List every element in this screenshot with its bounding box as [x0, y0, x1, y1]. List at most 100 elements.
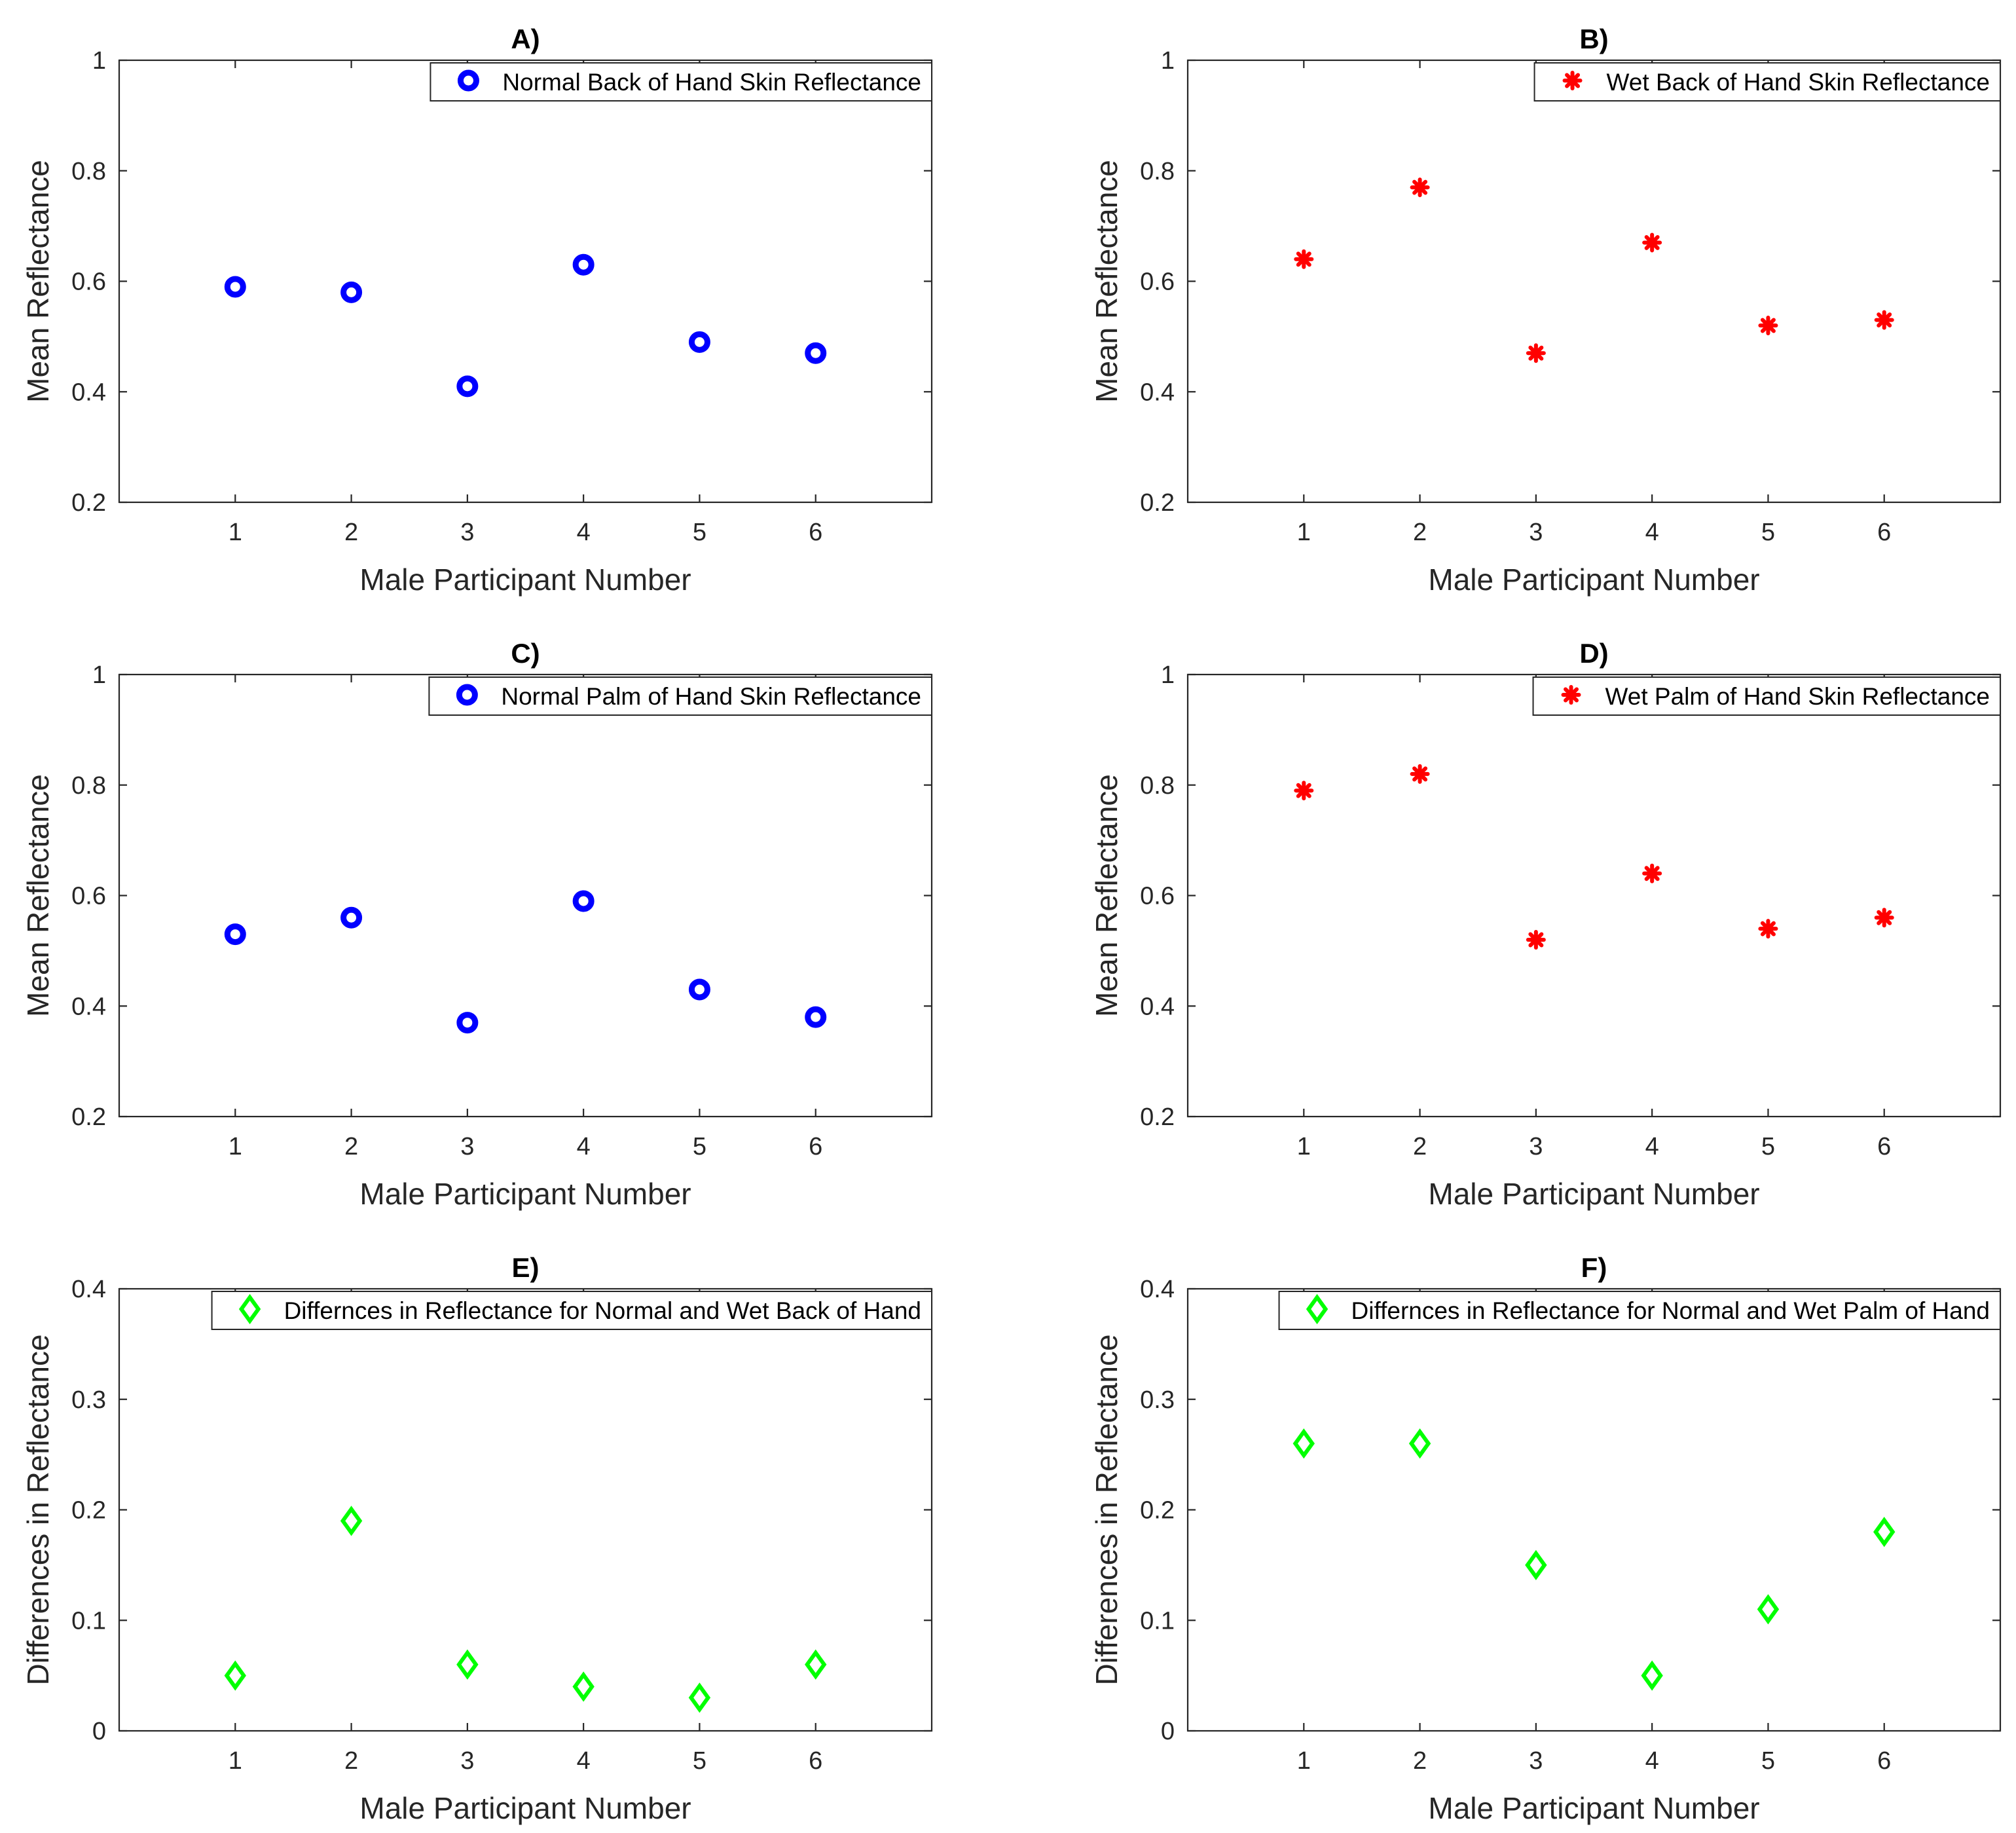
legend-marker	[457, 69, 479, 92]
panel-b: 1 2 3 4 5 6 0.2 0.4 0.6 0.8 1 B) Male Participant Nu…	[1090, 24, 2002, 597]
legend-label: Differnces in Reflectance for Normal and…	[1351, 1297, 1990, 1324]
x-axis-label: Male Participant Number	[1428, 1791, 1759, 1825]
legend-label: Wet Palm of Hand Skin Reflectance	[1605, 683, 1990, 710]
data-point	[1410, 177, 1430, 198]
x-tick-label: 1	[1297, 1133, 1311, 1160]
x-tick-label: 4	[577, 1133, 591, 1160]
x-tick-label: 1	[1297, 519, 1311, 546]
y-tick-label: 0.4	[1140, 1276, 1175, 1303]
series-0	[1294, 764, 1894, 950]
x-tick-label: 4	[1645, 1747, 1659, 1775]
data-point	[1526, 930, 1546, 950]
chart-title: A)	[511, 24, 540, 54]
y-tick-label: 0.1	[71, 1607, 106, 1635]
chart-title: F)	[1581, 1252, 1607, 1283]
y-axis-label: Mean Reflectance	[21, 160, 55, 403]
data-point	[1874, 310, 1894, 330]
x-tick-label: 6	[809, 1133, 822, 1160]
y-tick-label: 0.2	[1140, 489, 1175, 517]
data-point	[456, 375, 479, 398]
data-point	[1408, 1428, 1431, 1459]
legend-box	[430, 62, 932, 102]
series-0	[224, 1506, 827, 1713]
data-point	[572, 253, 595, 276]
series-0	[1294, 177, 1894, 363]
x-tick-label: 6	[1877, 519, 1891, 546]
data-point	[1641, 1660, 1663, 1691]
y-tick-label: 0.2	[1140, 1103, 1175, 1131]
y-tick-label: 0.4	[71, 1276, 106, 1303]
data-point	[1642, 863, 1662, 883]
data-point	[1758, 919, 1778, 939]
y-tick-label: 0.4	[1140, 993, 1175, 1020]
y-tick-label: 0.2	[71, 489, 106, 517]
data-point	[224, 1660, 246, 1691]
data-point	[572, 890, 595, 912]
x-axis-label: Male Participant Number	[359, 1177, 691, 1211]
y-axis-label: Mean Reflectance	[1090, 160, 1124, 403]
x-tick-label: 5	[1761, 519, 1775, 546]
x-tick-label: 6	[1877, 1133, 1891, 1160]
y-tick-label: 0.4	[71, 379, 106, 406]
legend-marker	[1561, 685, 1581, 705]
data-point	[224, 276, 246, 298]
y-tick-label: 0.1	[1140, 1607, 1175, 1635]
legend-marker	[1562, 71, 1583, 90]
data-point	[340, 281, 363, 303]
y-tick-label: 0.8	[1140, 772, 1175, 800]
data-point	[1873, 1517, 1896, 1547]
x-tick-label: 1	[229, 1747, 242, 1775]
x-tick-label: 1	[229, 519, 242, 546]
y-tick-label: 1	[1161, 47, 1175, 75]
y-tick-label: 0.6	[71, 268, 106, 296]
chart-title: C)	[511, 638, 540, 669]
panel-a: 1 2 3 4 5 6 0.2 0.4 0.6 0.8 1 A) Male Participant Nu…	[21, 24, 933, 597]
legend-label: Normal Palm of Hand Skin Reflectance	[501, 683, 921, 710]
x-axis-label: Male Participant Number	[359, 563, 691, 597]
legend: Wet Palm of Hand Skin Reflectance	[1532, 676, 2001, 716]
data-point	[456, 1649, 479, 1680]
y-tick-label: 1	[1161, 661, 1175, 689]
x-tick-label: 1	[1297, 1747, 1311, 1775]
y-tick-label: 0	[92, 1718, 106, 1745]
legend: Differnces in Reflectance for Normal and…	[211, 1291, 932, 1330]
data-point	[1410, 764, 1430, 784]
data-point	[456, 1012, 479, 1034]
x-tick-label: 6	[809, 1747, 822, 1775]
legend-label: Normal Back of Hand Skin Reflectance	[502, 69, 921, 96]
data-point	[1525, 1549, 1547, 1580]
x-tick-label: 5	[1761, 1133, 1775, 1160]
legend-box	[1533, 62, 2001, 102]
legend-box	[1532, 676, 2001, 716]
x-tick-label: 3	[1529, 1747, 1543, 1775]
x-tick-label: 2	[344, 1747, 358, 1775]
legend: Wet Back of Hand Skin Reflectance	[1533, 62, 2001, 102]
data-point	[1874, 908, 1894, 928]
x-tick-label: 3	[460, 519, 474, 546]
y-tick-label: 0.6	[71, 883, 106, 910]
legend-box	[1278, 1291, 2001, 1330]
legend: Normal Palm of Hand Skin Reflectance	[428, 676, 932, 716]
x-tick-label: 5	[693, 519, 706, 546]
chart-title: E)	[512, 1252, 540, 1283]
axes-box	[1186, 1287, 2002, 1732]
data-point	[805, 342, 827, 364]
y-tick-label: 0.2	[71, 1103, 106, 1131]
y-tick-label: 0.8	[1140, 158, 1175, 185]
axes-box	[118, 673, 933, 1118]
y-tick-label: 0.6	[1140, 883, 1175, 910]
x-tick-label: 2	[344, 1133, 358, 1160]
x-tick-label: 6	[1877, 1747, 1891, 1775]
legend: Normal Back of Hand Skin Reflectance	[430, 62, 932, 102]
legend-label: Differnces in Reflectance for Normal and…	[284, 1297, 921, 1324]
x-tick-label: 2	[1413, 1747, 1427, 1775]
x-tick-label: 5	[693, 1133, 706, 1160]
series-0	[1292, 1428, 1896, 1691]
y-tick-label: 1	[92, 47, 106, 75]
legend: Differnces in Reflectance for Normal and…	[1278, 1291, 2001, 1330]
x-tick-label: 4	[577, 1747, 591, 1775]
x-tick-label: 3	[1529, 1133, 1543, 1160]
y-tick-label: 0.6	[1140, 268, 1175, 296]
data-point	[224, 923, 246, 946]
